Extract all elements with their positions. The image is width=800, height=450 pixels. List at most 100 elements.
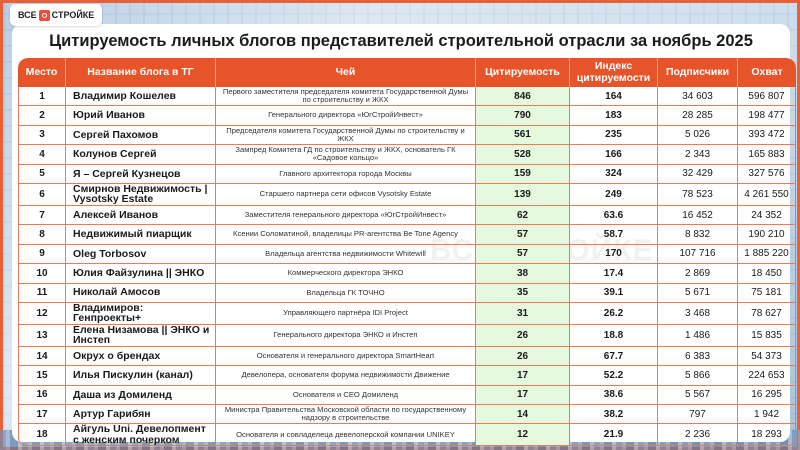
table-row: 1 Владимир Кошелев Первого заместителя пре… <box>18 87 796 107</box>
blog-name-cell: Сергей Пахомов <box>66 125 216 146</box>
place-cell: 13 <box>18 324 66 347</box>
blog-name-cell: Недвижимый пиарщик <box>66 225 216 245</box>
subscribers-cell: 6 383 <box>658 346 738 367</box>
subscribers-cell: 2 236 <box>658 424 738 447</box>
table-row: 10 Юлия Файзулина || ЭНКО Коммерческого ди… <box>18 264 796 284</box>
place-cell: 4 <box>18 145 66 165</box>
owner-cell: Владельца ГК ТОЧНО <box>216 283 476 303</box>
citation-index-cell: 52.2 <box>570 366 658 386</box>
place-cell: 17 <box>18 405 66 425</box>
reach-cell: 596 807 <box>738 87 796 107</box>
subscribers-cell: 107 716 <box>658 244 738 265</box>
citations-cell: 31 <box>476 302 570 325</box>
table-row: 6 Смирнов Недвижимость | Vysotsky Estate С… <box>18 183 796 206</box>
table-row: 3 Сергей Пахомов Председателя комитета Гос… <box>18 125 796 146</box>
place-cell: 15 <box>18 366 66 386</box>
blog-name-cell: Юрий Иванов <box>66 106 216 126</box>
citations-cell: 57 <box>476 244 570 265</box>
citation-index-cell: 324 <box>570 164 658 184</box>
table-row: 18 Айгуль Uni. Девелопмент с женским поче… <box>18 424 796 447</box>
header-citation-index[interactable]: Индекс цитируемости <box>570 58 658 87</box>
blog-name-cell: Смирнов Недвижимость | Vysotsky Estate <box>66 183 216 206</box>
table-row: 4 Колунов Сергей Зампред Комитета ГД по ст… <box>18 145 796 165</box>
header-subscribers[interactable]: Подписчики <box>658 58 738 87</box>
citations-cell: 17 <box>476 385 570 406</box>
owner-cell: Зампред Комитета ГД по строительству и Ж… <box>216 145 476 165</box>
place-cell: 7 <box>18 205 66 226</box>
header-owner[interactable]: Чей <box>216 58 476 87</box>
place-cell: 14 <box>18 346 66 367</box>
subscribers-cell: 28 285 <box>658 106 738 126</box>
subscribers-cell: 32 429 <box>658 164 738 184</box>
table-row: 7 Алексей Иванов Заместителя генерального … <box>18 205 796 226</box>
place-cell: 3 <box>18 125 66 146</box>
owner-cell: Основателя и СЕО Домиленд <box>216 385 476 406</box>
blog-name-cell: Айгуль Uni. Девелопмент с женским почерк… <box>66 424 216 447</box>
place-cell: 9 <box>18 244 66 265</box>
citation-index-cell: 38.6 <box>570 385 658 406</box>
owner-cell: Владельца агентства недвижимости Whitewi… <box>216 244 476 265</box>
table-row: 16 Даша из Домиленд Основателя и СЕО Домил… <box>18 385 796 406</box>
subscribers-cell: 5 026 <box>658 125 738 146</box>
reach-cell: 224 653 <box>738 366 796 386</box>
owner-cell: Председателя комитета Государственной Ду… <box>216 125 476 146</box>
subscribers-cell: 78 523 <box>658 183 738 206</box>
owner-cell: Девелопера, основателя форума недвижимос… <box>216 366 476 386</box>
reach-cell: 165 883 <box>738 145 796 165</box>
citation-index-cell: 67.7 <box>570 346 658 367</box>
reach-cell: 75 181 <box>738 283 796 303</box>
ranking-table: Место Название блога в ТГ Чей Цитируемос… <box>18 58 796 447</box>
table-row: 14 Окрух о брендах Основателя и генерально… <box>18 346 796 367</box>
logo-text-right: СТРОЙКЕ <box>51 10 95 20</box>
header-place[interactable]: Место <box>18 58 66 87</box>
reach-cell: 18 293 <box>738 424 796 447</box>
owner-cell: Ксении Соломатиной, владелицы PR-агентст… <box>216 225 476 245</box>
blog-name-cell: Елена Низамова || ЭНКО и Инстеп <box>66 324 216 347</box>
owner-cell: Министра Правительства Московской област… <box>216 405 476 425</box>
reach-cell: 190 210 <box>738 225 796 245</box>
blog-name-cell: Oleg Torbosov <box>66 244 216 265</box>
header-reach[interactable]: Охват <box>738 58 796 87</box>
blog-name-cell: Илья Пискулин (канал) <box>66 366 216 386</box>
citations-cell: 17 <box>476 366 570 386</box>
owner-cell: Основателя и генерального директора Smar… <box>216 346 476 367</box>
citations-cell: 26 <box>476 324 570 347</box>
citations-cell: 35 <box>476 283 570 303</box>
owner-cell: Коммерческого директора ЭНКО <box>216 264 476 284</box>
logo-mark-icon <box>38 9 50 21</box>
reach-cell: 393 472 <box>738 125 796 146</box>
reach-cell: 18 450 <box>738 264 796 284</box>
citation-index-cell: 21.9 <box>570 424 658 447</box>
subscribers-cell: 5 866 <box>658 366 738 386</box>
place-cell: 8 <box>18 225 66 245</box>
subscribers-cell: 2 869 <box>658 264 738 284</box>
blog-name-cell: Я – Сергей Кузнецов <box>66 164 216 184</box>
citations-cell: 38 <box>476 264 570 284</box>
citation-index-cell: 249 <box>570 183 658 206</box>
table-header-row: Место Название блога в ТГ Чей Цитируемос… <box>18 58 796 87</box>
content-panel: Цитируемость личных блогов представителе… <box>12 24 796 447</box>
reach-cell: 1 885 220 <box>738 244 796 265</box>
subscribers-cell: 8 832 <box>658 225 738 245</box>
owner-cell: Управляющего партнёра IDI Project <box>216 302 476 325</box>
citation-index-cell: 170 <box>570 244 658 265</box>
citation-index-cell: 39.1 <box>570 283 658 303</box>
place-cell: 5 <box>18 164 66 184</box>
subscribers-cell: 16 452 <box>658 205 738 226</box>
table-row: 15 Илья Пискулин (канал) Девелопера, основ… <box>18 366 796 386</box>
subscribers-cell: 5 671 <box>658 283 738 303</box>
table-row: 8 Недвижимый пиарщик Ксении Соломатиной, в… <box>18 225 796 245</box>
blog-name-cell: Юлия Файзулина || ЭНКО <box>66 264 216 284</box>
blog-name-cell: Владимир Кошелев <box>66 87 216 107</box>
reach-cell: 327 576 <box>738 164 796 184</box>
header-citations[interactable]: Цитируемость <box>476 58 570 87</box>
blog-name-cell: Даша из Домиленд <box>66 385 216 406</box>
subscribers-cell: 34 603 <box>658 87 738 107</box>
blog-name-cell: Окрух о брендах <box>66 346 216 367</box>
header-blog-name[interactable]: Название блога в ТГ <box>66 58 216 87</box>
citation-index-cell: 38.2 <box>570 405 658 425</box>
table-row: 17 Артур Гарибян Министра Правительства Мо… <box>18 405 796 425</box>
citations-cell: 790 <box>476 106 570 126</box>
subscribers-cell: 5 567 <box>658 385 738 406</box>
